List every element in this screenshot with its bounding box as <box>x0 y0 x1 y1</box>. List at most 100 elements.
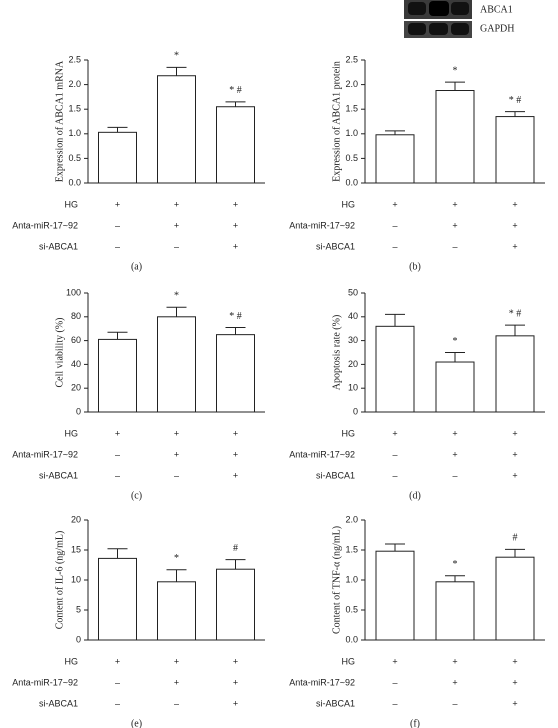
bar <box>98 131 137 184</box>
y-tick-label: 2.5 <box>345 54 358 64</box>
panel-label: (a) <box>131 261 142 272</box>
y-tick-label: 2.0 <box>345 514 358 524</box>
panel-label: (d) <box>409 490 421 501</box>
significance-label: * # <box>509 95 522 106</box>
y-tick-label: 15 <box>71 544 81 554</box>
condition-name: si-ABCA1 <box>39 470 78 480</box>
y-tick-label: 0 <box>353 406 358 416</box>
condition-name: HG <box>342 428 356 438</box>
y-tick-label: 1.0 <box>345 128 358 138</box>
y-tick-label: 2.5 <box>68 54 81 64</box>
condition-name: si-ABCA1 <box>316 698 355 708</box>
condition-sign: + <box>452 428 457 438</box>
significance-label: * <box>453 65 458 76</box>
blot-label: ABCA1 <box>480 4 513 15</box>
condition-sign: – <box>392 677 397 687</box>
significance-label: * # <box>229 85 242 96</box>
condition-sign: + <box>512 698 517 708</box>
condition-name: Anta-miR-17~92 <box>12 220 78 230</box>
condition-sign: + <box>512 677 517 687</box>
condition-sign: + <box>233 241 238 251</box>
bar <box>375 550 415 641</box>
y-tick-label: 20 <box>71 383 81 393</box>
condition-name: HG <box>342 656 356 666</box>
condition-sign: – <box>452 241 457 251</box>
condition-sign: – <box>452 698 457 708</box>
significance-label: # <box>233 543 238 554</box>
significance-label: # <box>513 533 518 544</box>
bar <box>157 581 196 641</box>
significance-label: * <box>174 291 179 302</box>
condition-sign: – <box>392 698 397 708</box>
condition-sign: + <box>174 220 179 230</box>
condition-name: HG <box>65 656 79 666</box>
condition-sign: + <box>512 241 517 251</box>
y-tick-label: 0 <box>76 634 81 644</box>
y-axis-label: Content of IL-6 (ng/mL) <box>54 531 65 630</box>
y-axis-label: Expression of ABCA1 mRNA <box>54 60 65 182</box>
blot-band <box>408 23 426 35</box>
y-axis-label: Expression of ABCA1 protein <box>331 61 342 182</box>
condition-name: si-ABCA1 <box>316 241 355 251</box>
y-tick-label: 30 <box>348 335 358 345</box>
bar <box>495 335 535 413</box>
condition-sign: + <box>452 677 457 687</box>
significance-label: * <box>453 336 458 347</box>
condition-sign: + <box>392 199 397 209</box>
condition-sign: + <box>233 220 238 230</box>
condition-sign: + <box>115 656 120 666</box>
bar <box>435 581 475 641</box>
y-tick-label: 1.0 <box>345 574 358 584</box>
condition-sign: – <box>115 698 120 708</box>
condition-sign: + <box>233 428 238 438</box>
condition-sign: + <box>174 656 179 666</box>
condition-name: Anta-miR-17~92 <box>12 449 78 459</box>
y-axis-label: Content of TNF-α (ng/mL) <box>331 526 342 634</box>
western-blot <box>404 0 472 38</box>
condition-name: HG <box>65 428 79 438</box>
panel-label: (b) <box>409 261 421 272</box>
condition-sign: + <box>452 199 457 209</box>
condition-sign: + <box>512 449 517 459</box>
condition-sign: + <box>233 698 238 708</box>
condition-sign: – <box>174 241 179 251</box>
y-tick-label: 40 <box>71 359 81 369</box>
condition-sign: + <box>233 449 238 459</box>
bar <box>435 361 475 413</box>
y-tick-label: 0.0 <box>68 177 81 187</box>
y-tick-label: 5 <box>76 604 81 614</box>
condition-sign: – <box>392 220 397 230</box>
condition-name: Anta-miR-17~92 <box>12 677 78 687</box>
bar <box>495 556 535 641</box>
condition-sign: + <box>233 656 238 666</box>
condition-sign: – <box>115 449 120 459</box>
bar <box>216 568 255 641</box>
condition-sign: – <box>115 241 120 251</box>
bar <box>98 557 137 641</box>
blot-band <box>429 1 449 16</box>
condition-sign: – <box>174 470 179 480</box>
blot-band <box>451 2 469 15</box>
condition-name: Anta-miR-17~92 <box>289 677 355 687</box>
y-tick-label: 0.0 <box>345 177 358 187</box>
significance-label: * # <box>229 311 242 322</box>
y-tick-label: 1.0 <box>68 128 81 138</box>
condition-sign: + <box>233 199 238 209</box>
y-tick-label: 0.0 <box>345 634 358 644</box>
condition-sign: – <box>115 220 120 230</box>
condition-sign: + <box>392 656 397 666</box>
condition-sign: + <box>452 656 457 666</box>
bar <box>375 134 415 184</box>
condition-sign: + <box>115 199 120 209</box>
condition-name: si-ABCA1 <box>39 241 78 251</box>
significance-label: * # <box>509 308 522 319</box>
condition-sign: + <box>233 470 238 480</box>
significance-label: * <box>453 559 458 570</box>
bar <box>157 75 196 184</box>
condition-sign: + <box>452 449 457 459</box>
condition-sign: + <box>452 220 457 230</box>
y-tick-label: 1.5 <box>68 104 81 114</box>
y-axis-label: Cell viability (%) <box>54 318 65 388</box>
y-tick-label: 10 <box>348 383 358 393</box>
